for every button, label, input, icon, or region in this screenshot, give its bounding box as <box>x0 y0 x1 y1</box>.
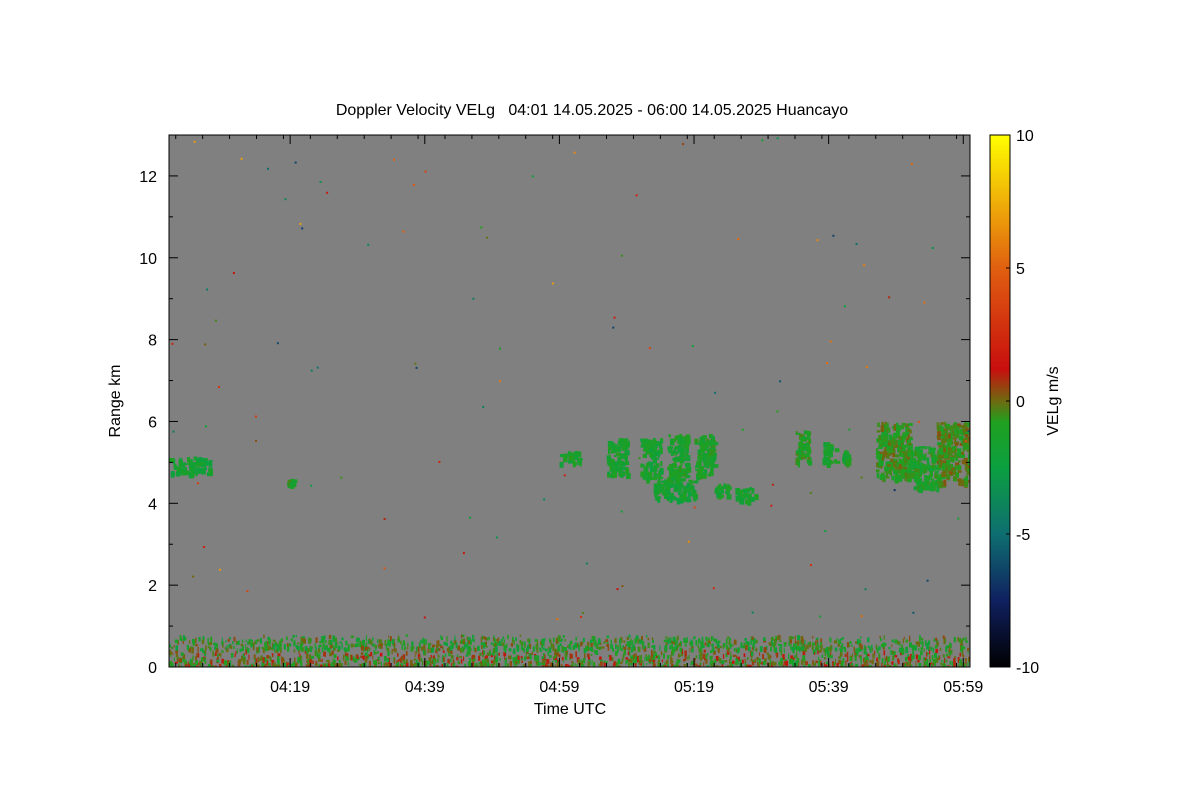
echo-region <box>936 421 970 489</box>
x-tick-label: 05:59 <box>943 679 983 696</box>
echo-region <box>559 450 583 468</box>
plot-frame <box>168 134 971 668</box>
echo-region <box>287 478 298 489</box>
y-tick-label: 6 <box>148 414 157 431</box>
x-tick-label: 04:59 <box>539 679 579 696</box>
y-tick-label: 4 <box>148 496 157 513</box>
echo-region <box>667 433 692 485</box>
y-tick-label: 0 <box>148 660 157 677</box>
y-tick-label: 10 <box>139 251 157 268</box>
echo-region <box>714 483 732 500</box>
colorbar-tick-label: -5 <box>1016 527 1030 544</box>
chart-title: Doppler Velocity VELg 04:01 14.05.2025 -… <box>336 102 848 119</box>
noise-speckle <box>171 137 970 621</box>
colorbar-ticks: 10 5 0 -5 -10 <box>1006 128 1039 677</box>
x-tick-label: 05:39 <box>809 679 849 696</box>
echo-region <box>653 479 699 505</box>
colorbar-label: VELg m/s <box>1045 366 1062 435</box>
plot-background <box>169 135 970 667</box>
echo-region <box>640 438 664 484</box>
x-tick-label: 05:19 <box>674 679 714 696</box>
colorbar-tick-label: 10 <box>1016 128 1034 145</box>
colorbar-tick-label: -10 <box>1016 660 1039 677</box>
echo-region <box>169 456 213 479</box>
y-tick-label: 12 <box>139 169 157 186</box>
y-tick-label: 2 <box>148 578 157 595</box>
echo-region <box>842 450 852 468</box>
colorbar-tick-label: 0 <box>1016 394 1025 411</box>
y-axis-label: Range km <box>107 365 124 438</box>
colorbar-tick-label: 5 <box>1016 261 1025 278</box>
echo-region <box>169 634 970 655</box>
echo-layer <box>169 137 970 667</box>
echo-region <box>606 438 631 480</box>
axes-layer: 04:19 04:39 04:59 05:19 05:39 05:59 0 2 4 6 8 10 12 <box>139 135 983 696</box>
y-tick-label: 8 <box>148 333 157 350</box>
echo-region <box>735 487 759 506</box>
x-tick-label: 04:39 <box>405 679 445 696</box>
echo-region <box>795 430 813 468</box>
x-tick-label: 04:19 <box>270 679 310 696</box>
echo-region <box>822 442 841 468</box>
echo-region <box>694 433 719 481</box>
echo-region <box>909 446 941 494</box>
x-axis-label: Time UTC <box>534 701 606 718</box>
